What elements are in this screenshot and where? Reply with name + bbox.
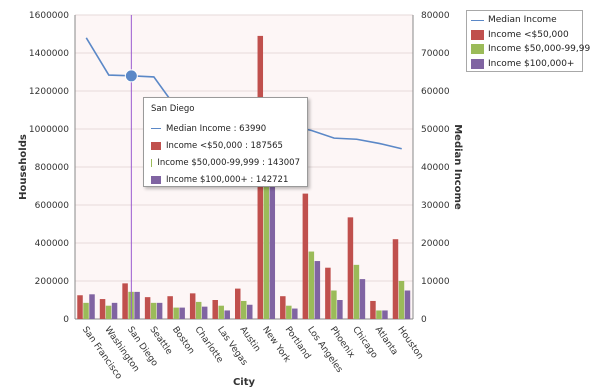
y2-tick-label: 80000 [421, 11, 450, 21]
legend-label: Income <$50,000 [488, 29, 569, 40]
bar [382, 310, 388, 319]
legend-item-income-under-50k[interactable]: Income <$50,000 [471, 28, 578, 43]
tooltip-line-swatch [151, 128, 161, 129]
bar [347, 217, 354, 319]
bar [218, 305, 224, 319]
bar [370, 300, 376, 319]
bar [167, 296, 173, 319]
legend-label: Median Income [488, 15, 557, 26]
legend-swatch [471, 58, 484, 69]
bar [331, 290, 337, 319]
bar [77, 295, 83, 319]
bar [201, 306, 208, 319]
bar [353, 264, 360, 319]
bar [308, 251, 315, 319]
bar [269, 170, 276, 319]
y2-tick-label: 70000 [421, 49, 450, 59]
bar [292, 308, 298, 319]
y-tick-label: 1400000 [29, 49, 69, 59]
y-tick-label: 0 [63, 315, 69, 325]
bar [156, 302, 163, 319]
bar [263, 174, 270, 319]
y2-axis-title: Median Income [452, 124, 463, 210]
bar [286, 305, 292, 319]
bar [195, 301, 202, 319]
tooltip-row: Median Income : 63990 [151, 120, 300, 137]
tooltip-title: San Diego [151, 104, 195, 114]
bar [105, 305, 112, 319]
y-tick-label: 200000 [35, 277, 70, 287]
y-tick-label: 400000 [35, 239, 70, 249]
legend-item-income-50k-99k[interactable]: Income $50,000-99,999 [471, 42, 590, 57]
tooltip-row: Income $50,000-99,999 : 143007 [151, 154, 300, 171]
bar [179, 307, 185, 319]
tooltip-swatch [151, 158, 153, 167]
y-tick-label: 1600000 [29, 11, 69, 21]
bar [83, 302, 89, 319]
bar [241, 300, 247, 319]
y-axis-title: Households [18, 134, 29, 200]
x-axis-title: City [233, 377, 256, 388]
bar [189, 293, 196, 319]
y2-tick-label: 40000 [421, 163, 450, 173]
legend-label: Income $50,000-99,999 [488, 44, 590, 55]
bar [247, 304, 253, 319]
legend-label: Income $100,000+ [488, 58, 575, 69]
y2-tick-label: 20000 [421, 239, 450, 249]
bar [376, 310, 382, 319]
bar [134, 291, 140, 319]
bar [404, 290, 411, 319]
bar [302, 193, 309, 319]
bar [398, 281, 405, 319]
tooltip-label: Income <$50,000 : 187565 [166, 140, 283, 151]
bar [150, 302, 157, 319]
bar [337, 300, 343, 319]
bar [314, 261, 321, 319]
y2-tick-label: 50000 [421, 125, 450, 135]
y2-tick-label: 60000 [421, 87, 450, 97]
tooltip-label: Median Income : 63990 [166, 123, 267, 134]
x-tick-label: Houston [395, 325, 425, 361]
legend-item-median-income[interactable]: Median Income [471, 13, 578, 28]
y-tick-label: 600000 [35, 201, 70, 211]
chart-legend: Median Income Income <$50,000 Income $50… [466, 10, 590, 72]
bar [89, 294, 95, 319]
bar [173, 307, 179, 319]
tooltip-swatch [151, 141, 161, 150]
legend-line-swatch [471, 19, 484, 21]
bar [144, 297, 151, 319]
bar [235, 288, 241, 319]
bar [359, 279, 366, 319]
legend-item-income-100k-plus[interactable]: Income $100,000+ [471, 57, 578, 72]
bar [99, 299, 106, 319]
bar [325, 267, 331, 319]
tooltip-row: Income <$50,000 : 187565 [151, 137, 300, 154]
highlight-marker [124, 69, 138, 83]
y-tick-label: 1000000 [29, 125, 69, 135]
legend-swatch [471, 44, 484, 55]
bar [392, 239, 399, 319]
bar [122, 283, 128, 319]
bar [111, 302, 118, 319]
tooltip-label: Income $50,000-99,999 : 143007 [157, 157, 300, 168]
data-tooltip: San Diego Median Income : 63990 Income <… [143, 97, 308, 187]
bar [224, 310, 230, 319]
x-tick-label: Boston [170, 325, 196, 356]
y2-tick-label: 0 [421, 315, 427, 325]
bar [212, 300, 218, 319]
bar [280, 296, 286, 319]
tooltip-row: Income $100,000+ : 142721 [151, 171, 300, 188]
y2-tick-label: 30000 [421, 201, 450, 211]
tooltip-label: Income $100,000+ : 142721 [166, 174, 289, 185]
y2-tick-label: 10000 [421, 277, 450, 287]
tooltip-swatch [151, 175, 161, 184]
y-tick-label: 1200000 [29, 87, 69, 97]
y-tick-label: 800000 [35, 163, 70, 173]
legend-swatch [471, 29, 484, 40]
